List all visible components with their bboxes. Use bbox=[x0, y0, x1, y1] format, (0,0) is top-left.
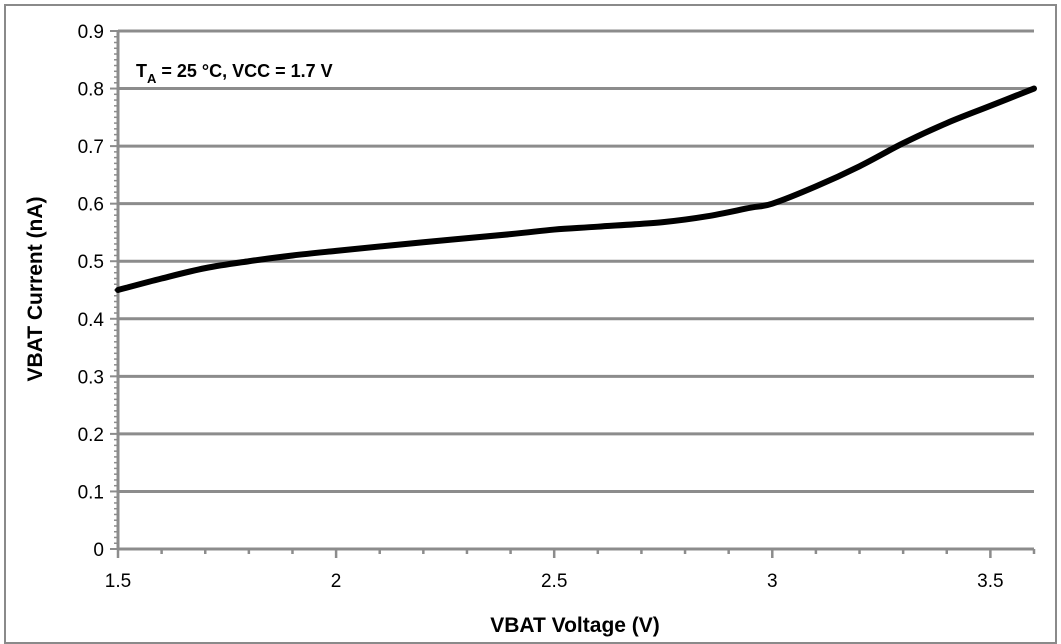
y-tick-label: 0.7 bbox=[78, 137, 104, 158]
axes bbox=[110, 30, 1036, 558]
y-tick-label: 0.2 bbox=[78, 425, 104, 446]
x-tick-label: 2 bbox=[331, 571, 342, 592]
annotation-subscript: A bbox=[147, 71, 157, 86]
condition-annotation: TA = 25 °C, VCC = 1.7 V bbox=[136, 61, 333, 86]
y-axis-title: VBAT Current (nA) bbox=[24, 196, 47, 381]
x-tick-label: 3 bbox=[767, 571, 778, 592]
y-tick-label: 0.3 bbox=[78, 367, 104, 388]
y-tick-label: 0.6 bbox=[78, 195, 104, 216]
annotation-suffix: = 25 °C, VCC = 1.7 V bbox=[156, 61, 332, 81]
x-tick-label: 1.5 bbox=[105, 571, 131, 592]
y-tick-label: 0.1 bbox=[78, 482, 104, 503]
x-axis-title: VBAT Voltage (V) bbox=[490, 614, 660, 637]
y-tick-label: 0 bbox=[93, 540, 104, 561]
y-tick-label: 0.9 bbox=[78, 22, 104, 43]
x-tick-label: 2.5 bbox=[541, 571, 567, 592]
annotation-prefix: T bbox=[136, 61, 147, 81]
series-group bbox=[115, 85, 1037, 293]
series-line-0 bbox=[115, 85, 1037, 293]
x-tick-label: 3.5 bbox=[977, 571, 1003, 592]
y-tick-label: 0.8 bbox=[78, 80, 104, 101]
tick-labels: 0 0.1 0.2 0.3 0.4 0.5 0.6 0.7 0.8 0.9 1.5 2 2.5 3 3.5 bbox=[78, 22, 1004, 592]
y-tick-label: 0.4 bbox=[78, 310, 105, 331]
y-tick-label: 0.5 bbox=[78, 252, 104, 273]
